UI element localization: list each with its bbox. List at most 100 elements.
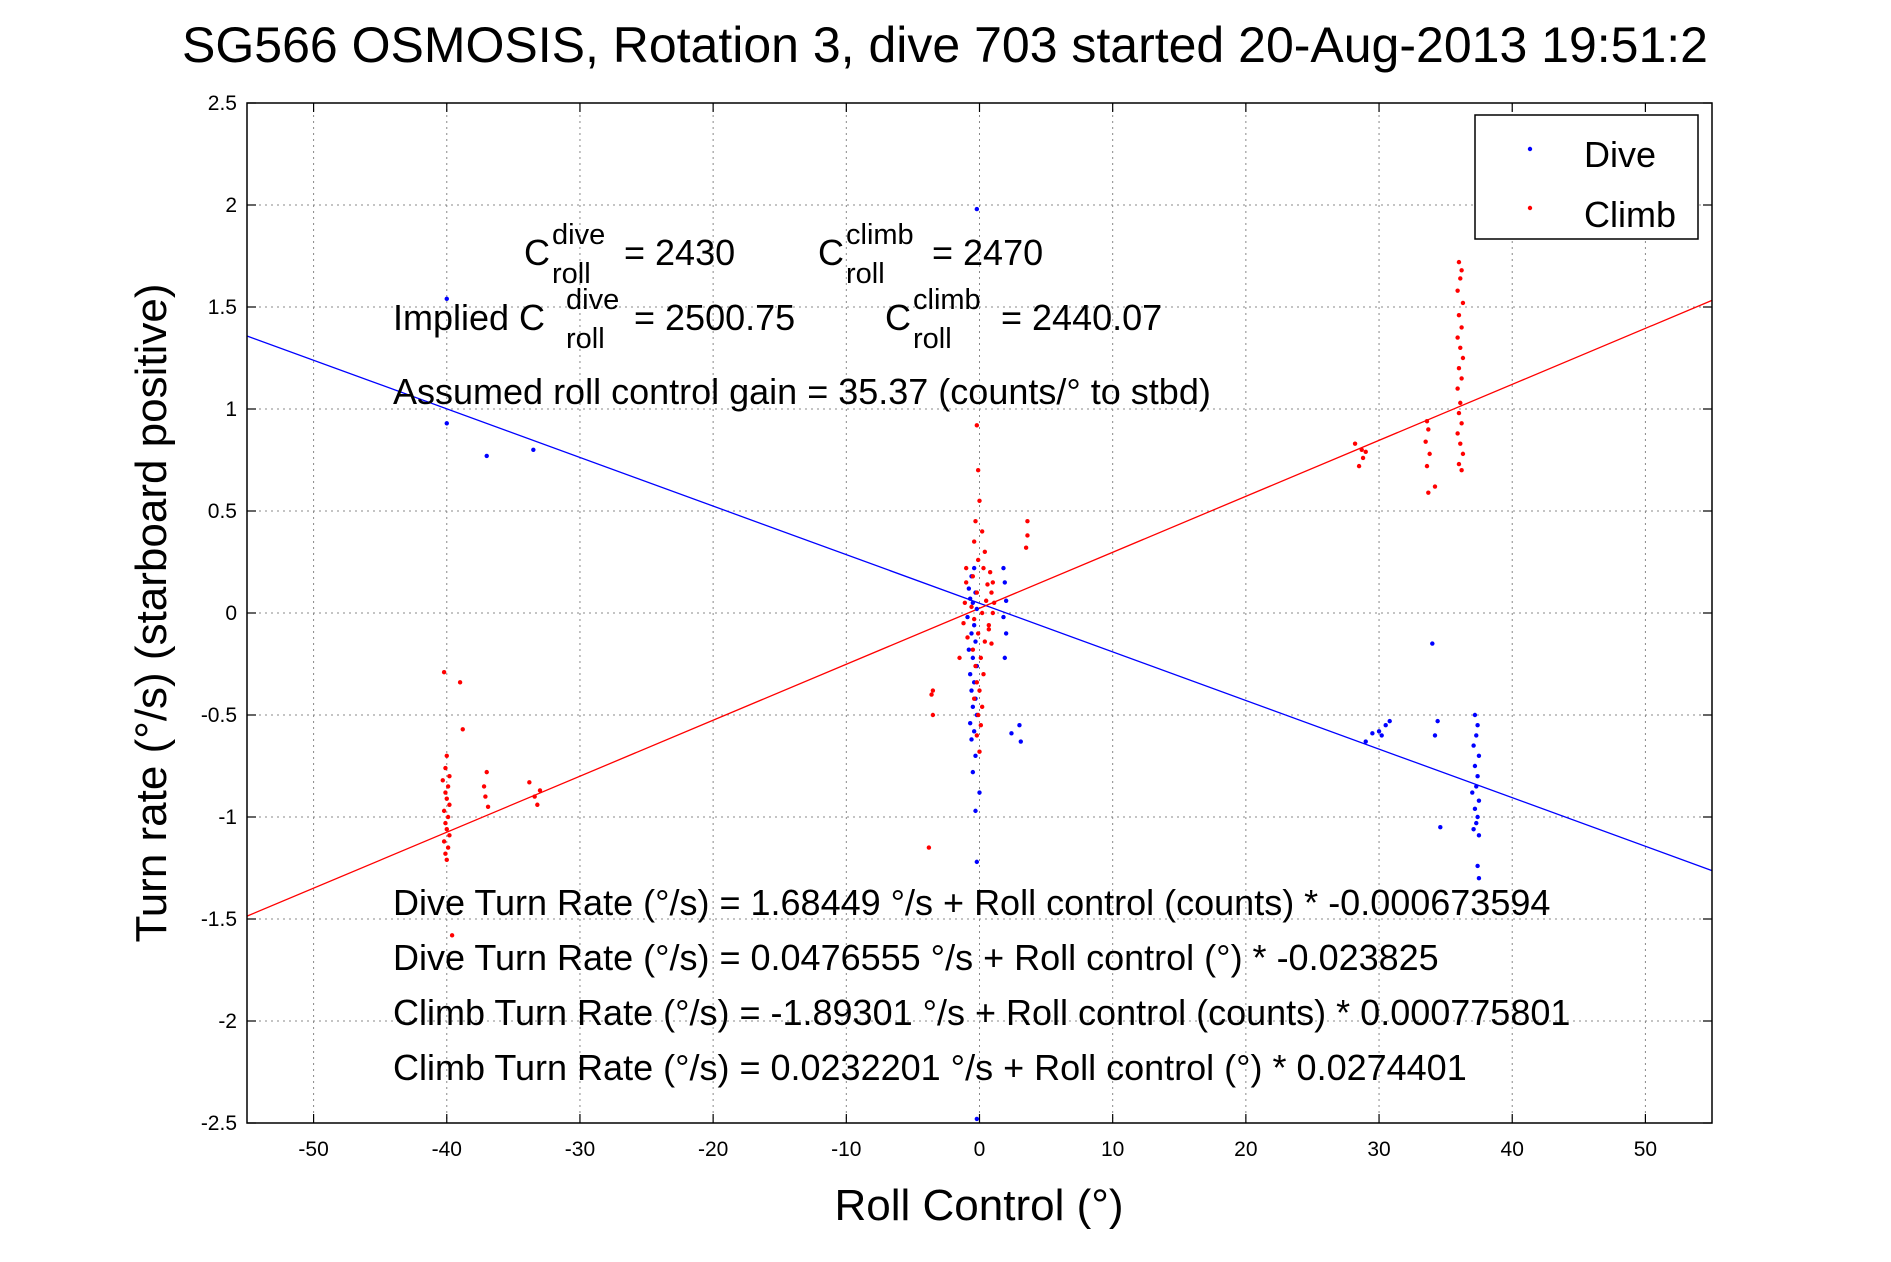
dive-point <box>1430 641 1435 646</box>
dive-point <box>1471 827 1476 832</box>
dive-point <box>971 565 977 571</box>
climb-point <box>532 794 537 799</box>
y-tick-label: 1.5 <box>208 296 237 319</box>
climb-point <box>447 774 452 779</box>
dive-point <box>1476 753 1482 758</box>
x-tick-label: 30 <box>1367 1138 1390 1161</box>
climb-point <box>1460 451 1466 457</box>
climb-point <box>991 600 997 605</box>
implied-dive-value: = 2500.75 <box>634 297 795 338</box>
climb-point <box>460 727 465 732</box>
climb-point <box>1459 376 1464 381</box>
climb-point <box>440 778 445 783</box>
dive-point <box>1018 739 1023 744</box>
climb-point <box>457 680 463 685</box>
dive-point <box>1383 723 1388 728</box>
climb-point <box>982 549 988 554</box>
x-tick-label: 20 <box>1234 1138 1257 1161</box>
dive-point <box>1471 743 1476 748</box>
fit-line-dive <box>246 335 1713 872</box>
equation-climb-degrees: Climb Turn Rate (°/s) = 0.0232201 °/s + … <box>393 1047 1467 1088</box>
climb-point <box>982 639 988 644</box>
x-tick-label: -40 <box>432 1138 462 1161</box>
climb-point <box>527 780 532 785</box>
legend: Dive Climb <box>1474 114 1699 240</box>
climb-point <box>986 627 992 632</box>
implied-climb-value: = 2440.07 <box>1001 297 1162 338</box>
dive-point <box>1438 825 1443 830</box>
climb-point <box>1424 463 1430 469</box>
implied-prefix: Implied C <box>393 297 545 338</box>
climb-point <box>1460 355 1466 361</box>
climb-point <box>981 672 986 677</box>
climb-point <box>990 580 996 585</box>
climb-point <box>441 839 447 844</box>
climb-point <box>974 733 980 738</box>
dive-point <box>484 453 489 459</box>
dive-point <box>1476 876 1482 881</box>
climb-point <box>537 788 543 793</box>
y-tick-label: 0 <box>225 602 237 625</box>
c-climb-value: = 2470 <box>932 232 1043 273</box>
c-climb-base: C <box>818 232 844 273</box>
climb-point <box>447 833 452 838</box>
y-tick-label: -2.5 <box>201 1112 237 1135</box>
fit-line-climb <box>246 299 1713 917</box>
climb-point <box>485 804 491 809</box>
climb-point <box>970 574 976 579</box>
y-tick-label: -2 <box>218 1010 237 1033</box>
dive-point <box>1003 631 1009 636</box>
dive-point <box>1472 806 1478 812</box>
climb-point <box>963 580 969 585</box>
climb-point <box>970 647 976 652</box>
climb-point <box>443 765 448 771</box>
climb-point <box>1423 439 1428 444</box>
climb-point <box>483 794 488 799</box>
climb-point <box>1025 533 1030 538</box>
climb-point <box>1356 463 1362 469</box>
dive-point <box>1376 729 1382 734</box>
climb-point <box>1456 259 1462 265</box>
dive-point <box>977 790 982 795</box>
climb-point <box>1456 312 1462 318</box>
climb-point <box>1455 386 1460 391</box>
climb-point <box>975 712 981 718</box>
dive-point <box>974 606 980 612</box>
dive-point <box>970 769 976 775</box>
climb-point <box>444 753 449 758</box>
climb-point <box>930 688 936 693</box>
climb-point <box>977 749 982 754</box>
climb-point <box>1458 441 1463 446</box>
dive-point <box>1002 580 1008 585</box>
climb-point <box>971 696 977 701</box>
dive-point <box>1001 565 1006 571</box>
climb-point <box>962 600 968 605</box>
dive-point <box>444 296 449 302</box>
dive-point <box>1474 820 1479 826</box>
legend-dive-label: Dive <box>1584 134 1656 175</box>
climb-point <box>975 468 981 473</box>
legend-climb-marker <box>1527 205 1533 211</box>
x-tick-label: -10 <box>831 1138 861 1161</box>
x-tick-label: 10 <box>1101 1138 1124 1161</box>
implied-dive-sub: roll <box>566 323 605 355</box>
climb-point <box>975 557 981 563</box>
climb-point <box>989 641 994 646</box>
climb-point <box>963 565 969 571</box>
dive-point <box>1363 739 1368 744</box>
y-tick-label: 2 <box>225 194 237 217</box>
dive-point <box>966 586 972 591</box>
climb-point <box>977 688 982 693</box>
climb-point <box>985 582 990 587</box>
dive-point <box>973 753 978 758</box>
legend-dive-marker <box>1527 146 1533 152</box>
x-tick-label: -50 <box>298 1138 328 1161</box>
climb-point <box>441 669 447 675</box>
y-tick-label: -1 <box>218 806 237 829</box>
y-tick-label: 0.5 <box>208 500 237 523</box>
x-tick-label: 0 <box>974 1138 986 1161</box>
dive-point <box>1003 598 1009 603</box>
climb-point <box>1459 325 1464 330</box>
legend-climb-label: Climb <box>1584 194 1676 235</box>
